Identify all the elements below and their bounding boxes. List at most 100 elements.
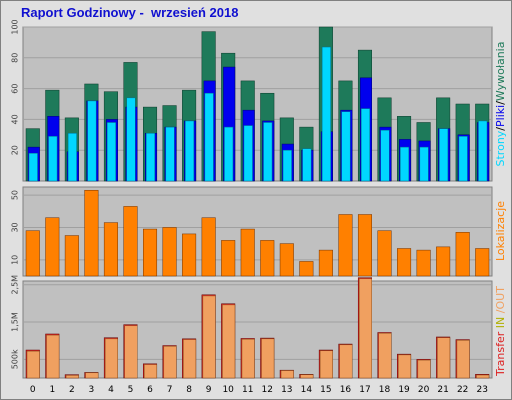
bar-kbytes-out	[222, 304, 236, 379]
x-tick-label: 2	[69, 385, 75, 395]
bar-pages	[185, 120, 195, 182]
bar-pages	[224, 126, 234, 182]
bar-kbytes-out	[104, 338, 118, 379]
bar-visits	[377, 230, 392, 277]
bar-pages	[360, 108, 371, 182]
bar-visits	[318, 249, 333, 277]
visits-axis-label: Lokalizacje	[494, 201, 507, 261]
y-tick-label: 100	[11, 19, 20, 34]
bar-kbytes-out	[183, 339, 197, 379]
panel-pages	[22, 26, 493, 182]
bar-pages	[165, 126, 175, 182]
bar-kbytes-out	[456, 340, 470, 379]
bar-pages	[204, 92, 214, 182]
bar-visits	[240, 228, 255, 277]
pages-axis-label-part: Wywołania	[494, 42, 507, 102]
visits-axis-label-part: Lokalizacje	[494, 201, 507, 261]
x-tick-label: 9	[206, 385, 212, 395]
bar-pages	[439, 128, 449, 182]
y-tick-label: 40	[11, 114, 20, 124]
pages-axis-label-part: Strony	[494, 130, 507, 166]
bar-visits	[260, 240, 275, 277]
x-tick-label: 16	[340, 385, 352, 395]
bar-visits	[64, 235, 79, 277]
bar-visits	[103, 222, 118, 277]
bar-kbytes-out	[65, 375, 79, 379]
bar-pages	[146, 133, 156, 182]
y-tick-label: 2,5M	[11, 275, 20, 295]
x-tick-label: 20	[418, 385, 430, 395]
bar-kbytes-out	[398, 354, 412, 379]
bar-visits	[357, 214, 373, 277]
x-tick-label: 11	[242, 385, 253, 395]
bar-kbytes-out	[261, 338, 275, 379]
bar-visits	[143, 228, 158, 277]
bar-kbytes-out	[339, 344, 353, 379]
y-tick-label: 1,5M	[11, 312, 20, 332]
pages-axis-label-part: /	[494, 101, 507, 105]
x-tick-label: 8	[186, 385, 192, 395]
y-tick-label: 80	[11, 53, 20, 63]
bar-pages	[341, 111, 351, 182]
x-tick-label: 10	[222, 385, 234, 395]
report-title: Raport Godzinowy - wrzesień 2018	[21, 5, 239, 20]
transfer-axis-label-part: Transfer	[494, 331, 507, 377]
x-tick-label: 17	[359, 385, 370, 395]
y-tick-label: 60	[11, 84, 20, 94]
bar-kbytes-out	[378, 332, 392, 379]
bar-kbytes-out	[358, 278, 373, 379]
bar-visits	[397, 248, 412, 277]
transfer-axis-label: Transfer IN /OUT	[494, 286, 507, 377]
bar-pages	[458, 136, 468, 182]
bar-kbytes-out	[46, 334, 60, 379]
x-tick-label: 14	[301, 385, 313, 395]
bar-kbytes-out	[202, 295, 216, 379]
x-tick-label: 23	[477, 385, 488, 395]
bar-pages	[243, 125, 253, 182]
x-tick-label: 1	[49, 385, 55, 395]
bar-visits	[475, 248, 490, 277]
pages-axis-label-part: Pliki	[494, 105, 507, 127]
panel-kbytes	[22, 280, 493, 379]
bar-visits	[455, 232, 470, 277]
bar-visits	[201, 217, 216, 277]
x-tick-label: 18	[379, 385, 391, 395]
panel-visits	[22, 186, 493, 277]
y-tick-label: 500k	[11, 349, 20, 369]
bar-visits	[416, 249, 431, 277]
x-tick-label: 13	[281, 385, 292, 395]
x-tick-label: 15	[320, 385, 331, 395]
bar-kbytes-out	[319, 350, 333, 379]
x-tick-label: 3	[89, 385, 95, 395]
bar-kbytes-out	[437, 337, 451, 379]
bar-visits	[162, 227, 177, 277]
x-tick-label: 19	[398, 385, 410, 395]
bar-visits	[221, 240, 236, 277]
bar-visits	[299, 261, 314, 277]
bar-kbytes-out	[26, 350, 40, 379]
bar-kbytes-out	[476, 374, 490, 379]
bar-kbytes-out	[85, 372, 99, 379]
pages-axis-label: Strony/Pliki/Wywołania	[494, 42, 507, 167]
bar-visits	[123, 206, 138, 277]
x-tick-label: 0	[30, 385, 36, 395]
bar-pages	[106, 122, 116, 182]
bar-pages	[400, 146, 410, 182]
x-tick-label: 21	[437, 385, 448, 395]
bar-pages	[48, 136, 58, 182]
bar-pages	[419, 146, 429, 182]
y-tick-label: 10	[11, 255, 20, 265]
bar-visits	[279, 243, 294, 277]
bar-pages	[478, 120, 488, 182]
transfer-axis-label-part: /OUT	[494, 286, 507, 317]
bar-kbytes-out	[241, 338, 255, 379]
x-tick-label: 6	[147, 385, 153, 395]
bar-visits	[84, 189, 99, 277]
bar-pages	[282, 149, 292, 182]
y-tick-label: 30	[11, 222, 20, 232]
x-tick-label: 22	[457, 385, 468, 395]
bar-pages	[380, 129, 390, 182]
bar-visits	[436, 246, 451, 277]
